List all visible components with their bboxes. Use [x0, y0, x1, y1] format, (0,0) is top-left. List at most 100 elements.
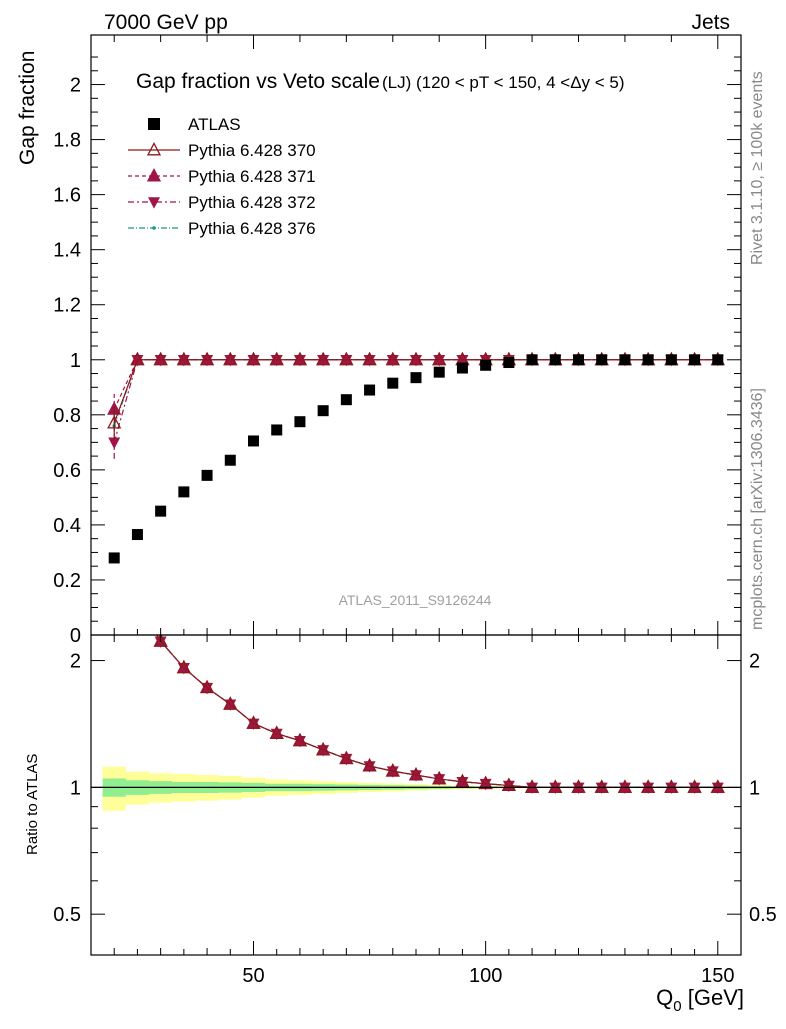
ratio-series-point [710, 779, 725, 793]
legend: ATLAS Pythia 6.428 370 Pythia 6.428 371 Pyt… [128, 115, 316, 238]
data-point [480, 359, 492, 371]
ratio-series-point [524, 779, 540, 793]
x-tick-label: 50 [242, 965, 264, 987]
ratio-series-point [455, 773, 470, 788]
ratio-series-point [131, 598, 143, 609]
y-axis-label: Gap fraction [16, 51, 39, 165]
ratio-series-point [269, 725, 284, 739]
x-axis-label-main: Q [656, 985, 673, 1010]
ratio-series-point [501, 777, 516, 791]
chart-title-main: Gap fraction vs Veto scale [136, 70, 380, 93]
ratio-series-point [292, 732, 308, 747]
ratio-y-tick-label-right: 0.5 [749, 904, 777, 926]
chart-title-suffix: (LJ) (120 < pT < 150, 4 <Δy < 5) [382, 73, 625, 92]
ratio-panel: 0.5 0.5 1 1 2 2 50 100 150 [53, 634, 777, 987]
ratio-series-point [571, 779, 586, 793]
x-axis-label-sub: 0 [673, 998, 681, 1015]
ratio-series-point [687, 779, 702, 793]
data-point [155, 505, 167, 517]
series-point [292, 351, 308, 366]
ratio-series-point [641, 779, 656, 793]
main-y-tick-label: 0 [70, 625, 81, 647]
main-y-tick-label: 0.2 [53, 570, 81, 592]
x-tick-label: 100 [469, 965, 502, 987]
series-point [339, 351, 354, 366]
ratio-series-point [432, 770, 447, 785]
series-point [108, 437, 121, 449]
series-point [199, 351, 215, 366]
data-point [131, 529, 143, 541]
ratio-series-point [131, 596, 143, 607]
data-point [410, 372, 422, 384]
data-point [549, 354, 561, 366]
ratio-series-point [316, 741, 331, 756]
ratio-series-point [112, 603, 116, 607]
legend-series-label: Pythia 6.428 371 [188, 167, 316, 186]
ratio-series-point [108, 596, 120, 607]
ratio-series-point [594, 779, 609, 793]
main-y-tick-label: 1 [70, 350, 81, 372]
ratio-y-tick-label: 2 [70, 651, 81, 673]
main-panel-marks [107, 351, 725, 564]
legend-series-label: Pythia 6.428 370 [188, 141, 316, 160]
rivet-version-label: Rivet 3.1.10, ≥ 100k events [749, 71, 766, 265]
x-axis-label-unit: [GeV] [682, 985, 744, 1010]
x-axis-label: Q0 [GeV] [656, 985, 744, 1015]
series-point [362, 351, 377, 366]
series-line [113, 359, 718, 427]
series-point [339, 351, 354, 366]
series-point [432, 351, 447, 366]
main-y-tick-label: 2 [70, 75, 81, 97]
ratio-series-point [223, 696, 238, 710]
series-point [153, 351, 168, 366]
data-point [665, 354, 677, 366]
ratio-series-point [710, 779, 725, 793]
data-point [178, 486, 190, 498]
legend-series-marker [146, 142, 162, 156]
series-point [269, 351, 284, 366]
ratio-series-point [131, 596, 143, 607]
data-point [712, 354, 724, 366]
series-point [153, 351, 168, 366]
series-point [246, 351, 261, 366]
ratio-series-point [339, 750, 354, 765]
ratio-series-point [548, 779, 563, 793]
series-point [130, 351, 145, 366]
ratio-series-point [176, 659, 191, 674]
ratio-series-point [136, 601, 140, 605]
data-point [689, 354, 701, 366]
ratio-series-point [153, 635, 168, 647]
ratio-y-axis-label: Ratio to ATLAS [24, 754, 41, 855]
series-point [223, 351, 238, 366]
ratio-y-tick-label-right: 2 [749, 651, 760, 673]
ratio-series-point [571, 779, 586, 793]
series-point [176, 351, 191, 366]
data-point [433, 366, 445, 378]
ratio-series-point [687, 779, 702, 793]
x-tick-label: 150 [701, 965, 734, 987]
ratio-series-point [385, 763, 400, 777]
series-point [408, 351, 424, 366]
series-point [408, 351, 424, 366]
legend-series-marker [148, 197, 160, 209]
ratio-series-point [246, 715, 261, 729]
ratio-series-point [408, 767, 424, 781]
main-y-tick-label: 1.2 [53, 295, 81, 317]
ratio-series-point [316, 741, 331, 756]
main-y-tick-label: 1.8 [53, 130, 81, 152]
ratio-panel-marks [108, 596, 725, 794]
ratio-series-point [594, 779, 609, 793]
chart-title: Gap fraction vs Veto scale (LJ) (120 < pT… [136, 70, 625, 93]
main-y-tick-label: 1.4 [53, 240, 81, 262]
series-line [113, 359, 718, 424]
ratio-series-point [617, 779, 633, 793]
ratio-series-point [362, 758, 377, 772]
header-energy-label: 7000 GeV pp [104, 11, 228, 34]
ratio-series-point [269, 725, 284, 739]
ratio-series-point [246, 715, 261, 729]
series-line [113, 359, 718, 410]
data-point [271, 424, 283, 436]
header-process-label: Jets [691, 11, 730, 34]
